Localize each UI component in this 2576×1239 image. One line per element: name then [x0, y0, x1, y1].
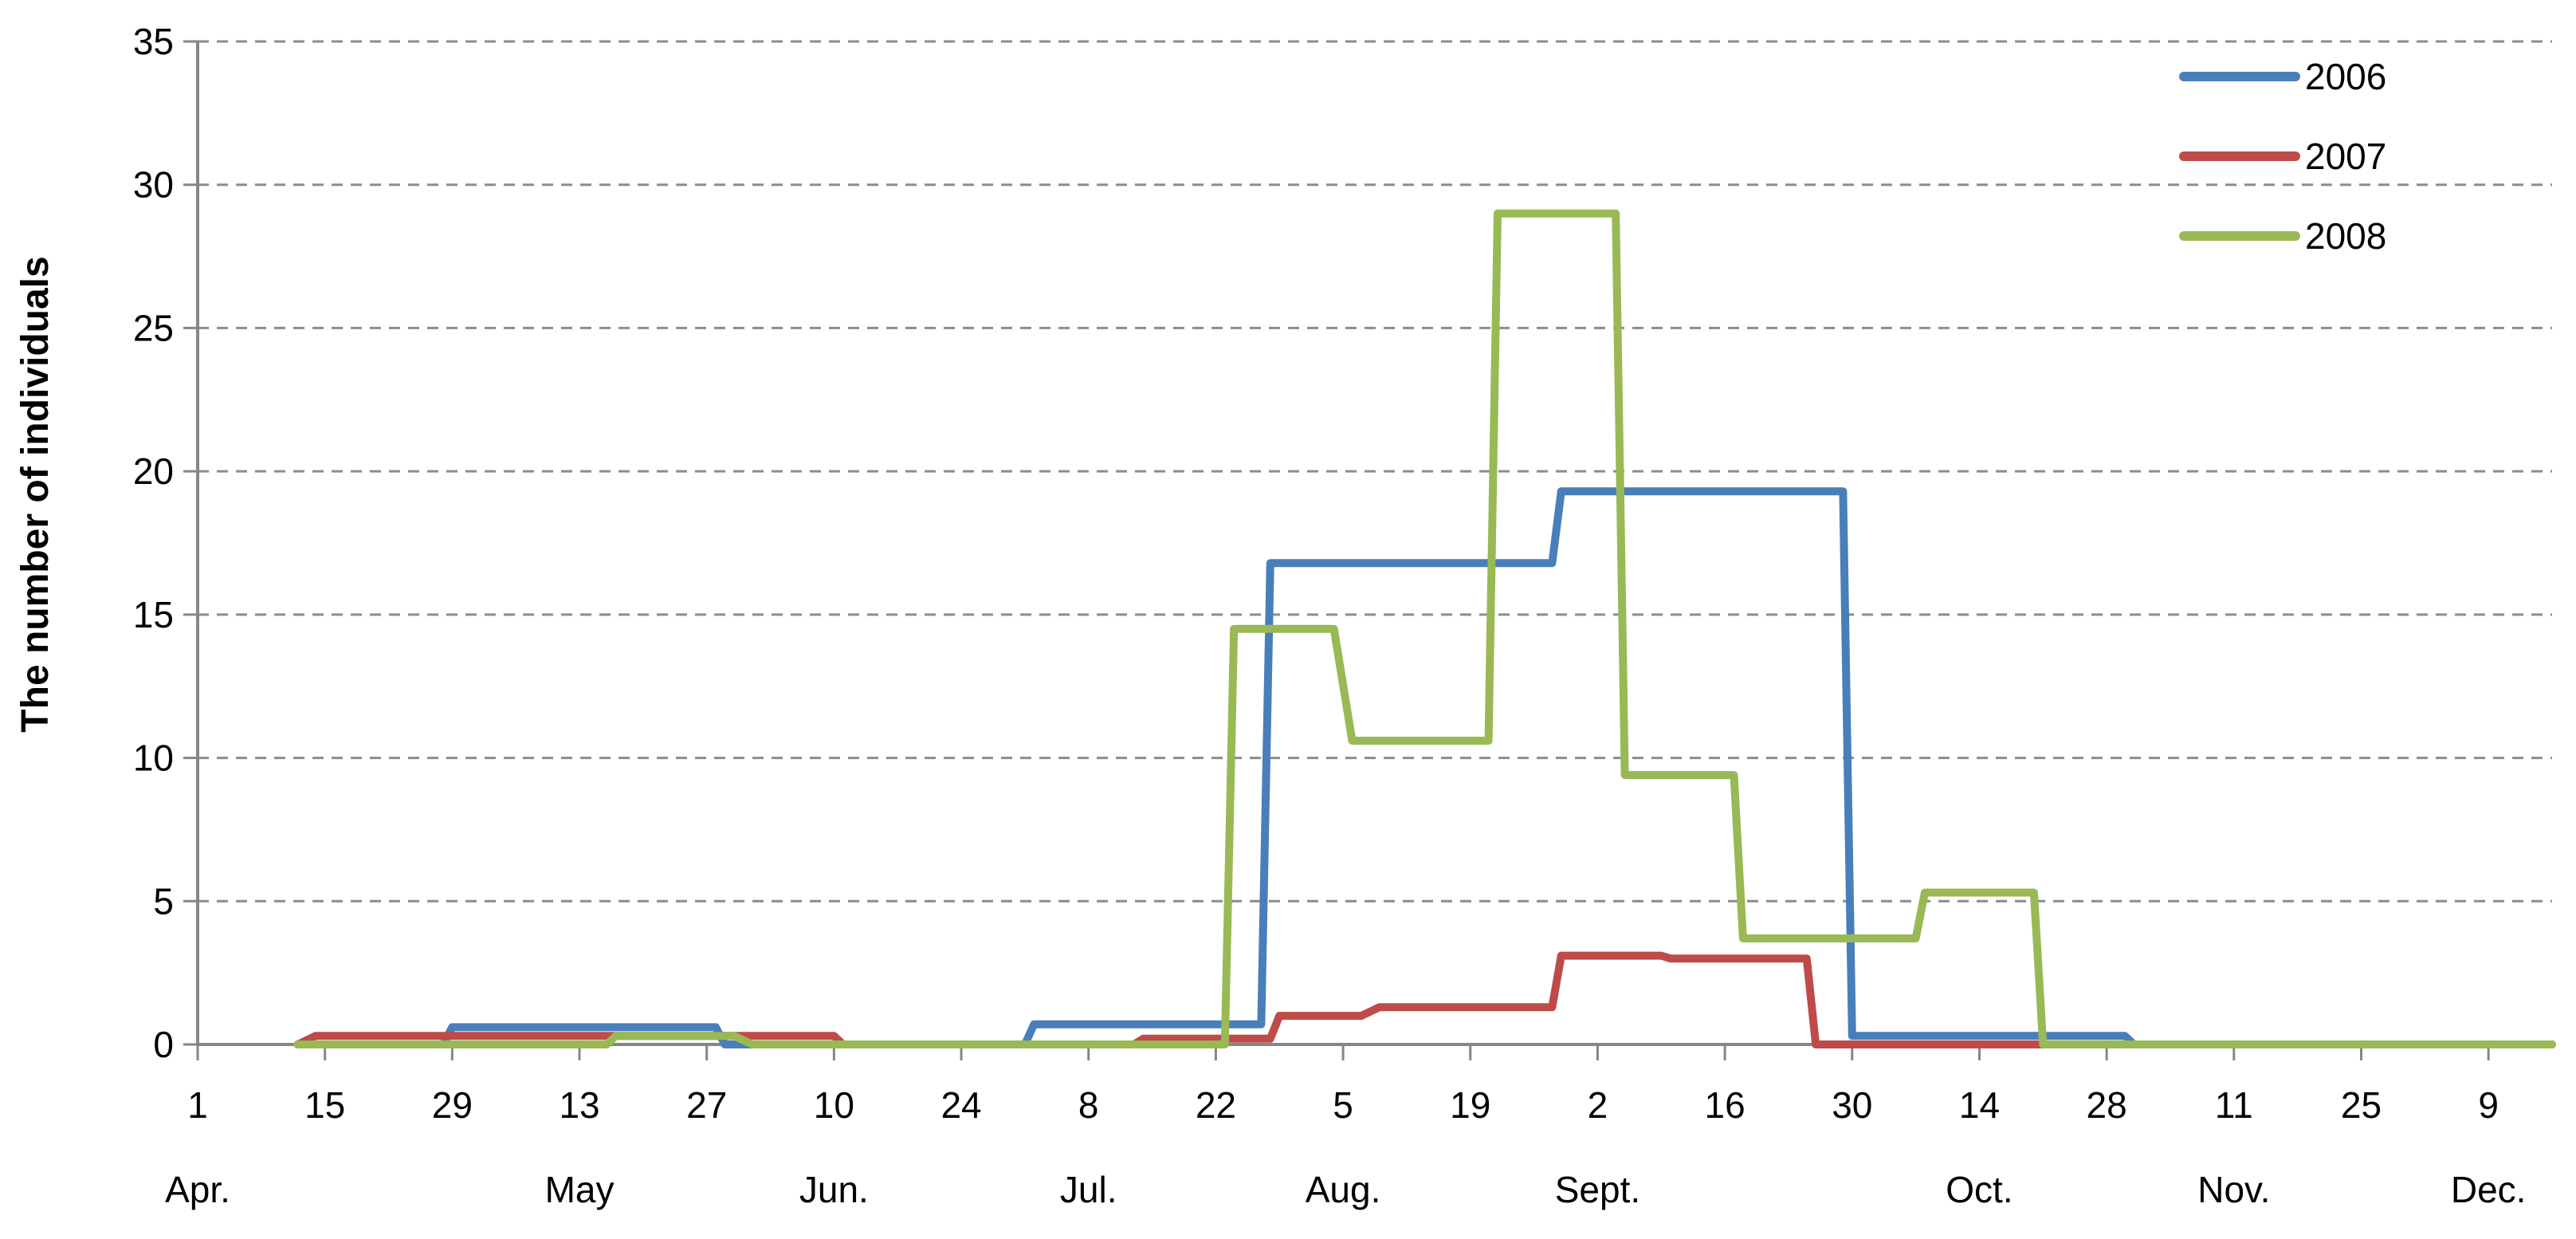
legend-label-2007: 2007	[2305, 136, 2386, 177]
x-tick-label: 2	[1588, 1084, 1608, 1126]
x-month-label: Apr.	[165, 1169, 230, 1210]
y-tick-label: 15	[133, 594, 174, 635]
x-month-label: Sept.	[1555, 1169, 1640, 1210]
y-tick-label: 20	[133, 450, 174, 492]
x-tick-label: 10	[814, 1084, 854, 1126]
x-month-label: Nov.	[2197, 1169, 2270, 1210]
x-tick-label: 13	[559, 1084, 599, 1126]
x-tick-label: 27	[686, 1084, 727, 1126]
x-tick-label: 14	[1959, 1084, 2000, 1126]
y-tick-label: 25	[133, 307, 174, 348]
gridlines	[198, 40, 2552, 903]
series-lines	[293, 209, 2556, 1048]
legend-label-2006: 2006	[2305, 56, 2386, 97]
y-tick-label: 5	[153, 880, 174, 922]
x-tick-label: 30	[1832, 1084, 1872, 1126]
y-tick-label: 10	[133, 738, 174, 779]
x-tick-label: 1	[187, 1084, 208, 1126]
x-tick-label: 16	[1705, 1084, 1745, 1126]
y-tick-label: 30	[133, 164, 174, 206]
x-month-label: Aug.	[1306, 1169, 1381, 1210]
x-tick-label: 19	[1450, 1084, 1490, 1126]
legend: 2006 2007 2008	[2179, 56, 2386, 257]
x-tick-label: 24	[940, 1084, 981, 1126]
x-tick-label: 29	[432, 1084, 473, 1126]
x-tick-label: 28	[2087, 1084, 2127, 1126]
series-line-2006	[293, 487, 2556, 1048]
series-line-2008	[293, 209, 2556, 1048]
y-tick-label: 35	[133, 21, 174, 62]
y-axis-label: The number of individuals	[14, 256, 57, 732]
x-tick-label: 15	[304, 1084, 345, 1126]
x-tick-label: 25	[2341, 1084, 2382, 1126]
x-month-label: Oct.	[1946, 1169, 2012, 1210]
x-tick-label: 11	[2215, 1084, 2253, 1126]
legend-label-2008: 2008	[2305, 215, 2386, 257]
y-tick-label: 0	[153, 1024, 174, 1065]
x-month-label: May	[545, 1169, 615, 1210]
x-tick-label: 9	[2478, 1084, 2499, 1126]
x-tick-label: 22	[1196, 1084, 1236, 1126]
x-tick-label: 5	[1333, 1084, 1353, 1126]
x-month-label: Dec.	[2451, 1169, 2527, 1210]
x-month-label: Jul.	[1060, 1169, 1117, 1210]
x-month-label: Jun.	[799, 1169, 869, 1210]
x-tick-label: 8	[1078, 1084, 1099, 1126]
